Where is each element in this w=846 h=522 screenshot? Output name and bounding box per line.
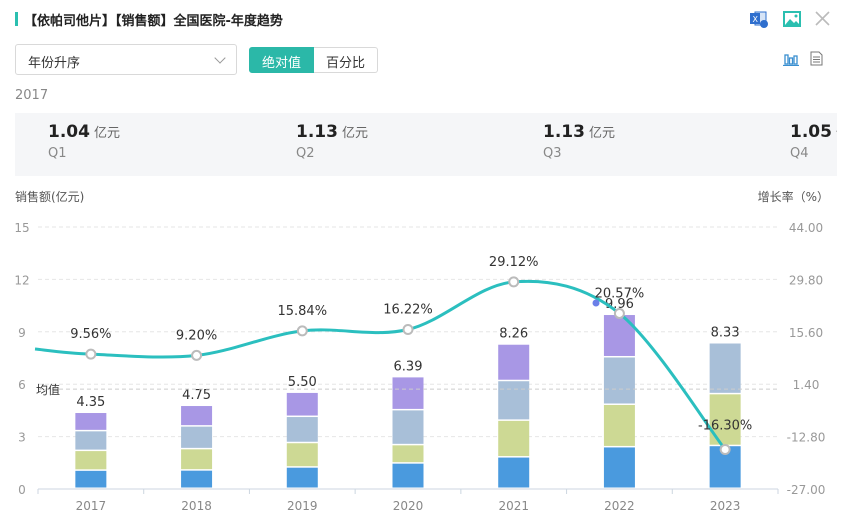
average-label: 均值 xyxy=(36,382,60,397)
kpi-value: 1.04 xyxy=(48,122,90,142)
kpi-unit: 亿元 xyxy=(341,126,368,141)
image-export-icon[interactable] xyxy=(783,11,801,31)
bar-segment-q3 xyxy=(181,426,213,448)
y-tick-label: 3 xyxy=(18,431,26,445)
growth-label: 15.84% xyxy=(277,304,327,319)
y2-tick-label: 1.40 xyxy=(793,378,820,392)
x-tick-label: 2023 xyxy=(710,499,741,513)
bar-segment-q3 xyxy=(286,417,318,442)
bar-total-label: 8.26 xyxy=(499,327,528,342)
x-tick-label: 2020 xyxy=(393,499,424,513)
growth-point xyxy=(402,324,414,336)
bar-total-label: 4.35 xyxy=(76,395,105,410)
growth-point xyxy=(613,307,625,319)
kpi-label: Q3 xyxy=(543,146,562,161)
hover-marker xyxy=(592,299,600,307)
x-tick-label: 2019 xyxy=(287,499,318,513)
bar-total-label: 6.39 xyxy=(394,359,423,374)
bar-segment-q2 xyxy=(286,443,318,467)
kpi-value: 1.13 xyxy=(296,122,338,142)
y-tick-label: 12 xyxy=(14,273,29,287)
y2-tick-label: 29.80 xyxy=(789,273,823,287)
bar-segment-q3 xyxy=(75,431,107,450)
kpi-q3: 1.13 亿元 Q3 xyxy=(543,122,615,161)
bar-segment-q4 xyxy=(498,344,530,380)
kpi-label: Q4 xyxy=(790,146,809,161)
tab-absolute[interactable]: 绝对值 xyxy=(249,47,315,73)
kpi-label: Q2 xyxy=(296,146,315,161)
bar-segment-q3 xyxy=(709,343,741,393)
bar-segment-q4 xyxy=(286,392,318,416)
sort-value: 年份升序 xyxy=(28,56,81,71)
bar-segment-q2 xyxy=(603,404,635,446)
x-tick-label: 2017 xyxy=(76,499,107,513)
kpi-unit: 亿元 xyxy=(836,126,837,141)
close-icon[interactable] xyxy=(815,11,830,30)
y-tick-label: 9 xyxy=(18,326,26,340)
bar-segment-q4 xyxy=(181,406,213,426)
x-tick-label: 2022 xyxy=(604,499,635,513)
kpi-label: Q1 xyxy=(48,146,67,161)
growth-label: 29.12% xyxy=(489,255,539,270)
kpi-q1: 1.04 亿元 Q1 xyxy=(48,122,120,161)
kpi-unit: 亿元 xyxy=(588,126,615,141)
bar-total-label: 5.50 xyxy=(288,375,317,390)
kpi-year: 2017 xyxy=(15,88,49,103)
growth-label: 9.20% xyxy=(176,328,217,343)
y-tick-label: 15 xyxy=(14,221,29,235)
title-marker xyxy=(15,12,18,26)
y2-axis-title: 增长率（%） xyxy=(757,190,829,204)
sort-dropdown[interactable]: 年份升序 xyxy=(15,44,237,75)
bar-segment-q3 xyxy=(392,410,424,444)
y2-tick-label: 15.60 xyxy=(789,326,823,340)
x-tick-label: 2018 xyxy=(181,499,212,513)
excel-export-icon[interactable]: X xyxy=(750,11,768,28)
bar-chart-icon[interactable] xyxy=(783,51,799,70)
kpi-unit: 亿元 xyxy=(93,126,120,141)
growth-point xyxy=(191,349,203,361)
kpi-q2: 1.13 亿元 Q2 xyxy=(296,122,368,161)
bar-segment-q4 xyxy=(392,377,424,409)
y2-tick-label: 44.00 xyxy=(789,221,823,235)
bar-total-label: 4.75 xyxy=(182,388,211,403)
growth-point xyxy=(85,348,97,360)
bar-segment-q3 xyxy=(603,357,635,404)
y2-tick-label: -12.80 xyxy=(787,431,826,445)
page-title: 【依帕司他片】【销售额】全国医院-年度趋势 xyxy=(24,14,283,29)
kpi-value: 1.13 xyxy=(543,122,585,142)
bar-segment-q1 xyxy=(181,470,213,488)
kpi-q4: 1.05 亿元 Q4 xyxy=(790,122,837,161)
bar-segment-q1 xyxy=(75,470,107,488)
growth-label: 20.57% xyxy=(595,286,645,301)
growth-point xyxy=(719,444,731,456)
bar-segment-q2 xyxy=(392,445,424,463)
bar-segment-q1 xyxy=(603,447,635,488)
tab-percent[interactable]: 百分比 xyxy=(314,47,379,73)
bar-segment-q2 xyxy=(498,420,530,457)
growth-point xyxy=(296,325,308,337)
y-tick-label: 6 xyxy=(18,378,26,392)
bar-segment-q1 xyxy=(392,463,424,488)
y-axis-title: 销售额(亿元) xyxy=(15,190,85,204)
bar-segment-q1 xyxy=(498,457,530,488)
bar-segment-q3 xyxy=(498,381,530,420)
growth-label: -16.30% xyxy=(698,419,752,434)
value-mode-toggle[interactable]: 绝对值 百分比 xyxy=(249,47,379,73)
y2-tick-label: -27.00 xyxy=(787,483,826,497)
growth-point xyxy=(508,276,520,288)
bar-segment-q4 xyxy=(75,413,107,430)
document-icon[interactable] xyxy=(810,51,823,70)
bar-segment-q2 xyxy=(181,449,213,470)
kpi-value: 1.05 xyxy=(790,122,832,142)
y-tick-label: 0 xyxy=(18,483,26,497)
x-tick-label: 2021 xyxy=(498,499,529,513)
bar-total-label: 8.33 xyxy=(711,326,740,341)
bar-segment-q2 xyxy=(75,451,107,470)
svg-text:X: X xyxy=(753,15,759,24)
growth-label: 9.56% xyxy=(70,327,111,342)
bar-segment-q1 xyxy=(286,467,318,488)
growth-label: 16.22% xyxy=(383,303,433,318)
